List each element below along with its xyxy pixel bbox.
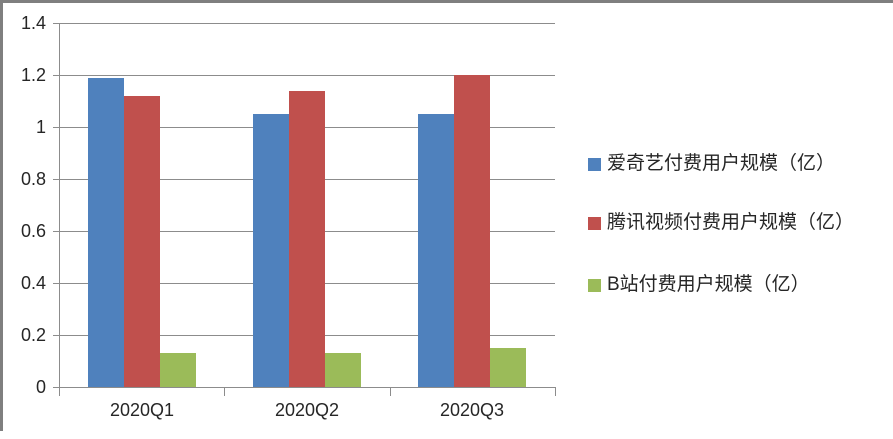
- y-tick-mark: [53, 283, 59, 284]
- frame-border-left: [0, 0, 3, 431]
- y-tick-mark: [53, 75, 59, 76]
- gridline: [59, 75, 555, 76]
- bar-2020Q1-series-1: [124, 96, 160, 387]
- bar-2020Q3-series-1: [454, 75, 490, 387]
- y-tick-label: 0.2: [20, 325, 46, 345]
- legend-label: 腾讯视频付费用户规模（亿）: [607, 212, 855, 233]
- y-tick-label: 1: [35, 117, 46, 137]
- bar-2020Q2-series-0: [253, 114, 289, 387]
- legend-item: 爱奇艺付费用户规模（亿）: [588, 153, 835, 175]
- y-tick-label: 0.8: [20, 169, 46, 189]
- y-tick-mark: [53, 23, 59, 24]
- x-tick-mark: [59, 387, 60, 396]
- x-axis-line: [59, 387, 555, 388]
- frame-border-top: [0, 0, 893, 3]
- y-tick-label: 0: [35, 377, 46, 397]
- y-tick-label: 0.6: [20, 221, 46, 241]
- legend-swatch: [588, 157, 601, 171]
- y-tick-label: 0.4: [20, 273, 46, 293]
- legend-item: 腾讯视频付费用户规模（亿）: [588, 212, 854, 234]
- x-tick-label: 2020Q1: [109, 400, 175, 420]
- y-tick-mark: [53, 231, 59, 232]
- bar-2020Q2-series-1: [289, 91, 325, 387]
- gridline: [59, 23, 555, 24]
- x-tick-mark: [224, 387, 225, 396]
- bar-2020Q1-series-2: [160, 353, 196, 387]
- y-axis-line: [59, 23, 60, 387]
- bar-2020Q3-series-2: [490, 348, 526, 387]
- bar-2020Q3-series-0: [418, 114, 454, 387]
- x-tick-label: 2020Q2: [274, 400, 340, 420]
- y-tick-mark: [53, 387, 59, 388]
- legend-label: B站付费用户规模（亿）: [607, 274, 810, 295]
- y-tick-mark: [53, 127, 59, 128]
- x-tick-label: 2020Q3: [439, 400, 505, 420]
- x-tick-mark: [555, 387, 556, 396]
- y-tick-mark: [53, 335, 59, 336]
- y-tick-mark: [53, 179, 59, 180]
- legend-item: B站付费用户规模（亿）: [588, 274, 810, 296]
- bar-2020Q1-series-0: [88, 78, 124, 387]
- legend-swatch: [588, 216, 601, 230]
- y-tick-label: 1.2: [20, 65, 46, 85]
- bar-2020Q2-series-2: [325, 353, 361, 387]
- y-tick-label: 1.4: [20, 13, 46, 33]
- legend-label: 爱奇艺付费用户规模（亿）: [607, 153, 836, 174]
- legend-swatch: [588, 278, 601, 292]
- x-tick-mark: [390, 387, 391, 396]
